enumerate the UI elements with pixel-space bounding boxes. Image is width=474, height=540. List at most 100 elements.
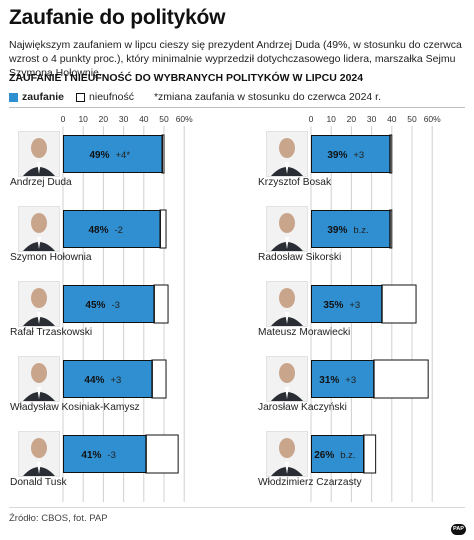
politician-photo: [266, 131, 308, 177]
change-label: b.z.: [353, 225, 368, 236]
tick-label: 60%: [176, 114, 193, 124]
politician-photo: [18, 431, 60, 477]
bar-trust-outline: [63, 435, 147, 473]
bar-trust: [311, 435, 364, 473]
politician-name: Andrzej Duda: [10, 177, 72, 188]
politician-name: Szymon Hołownia: [10, 252, 92, 263]
bar-trust: [311, 210, 390, 248]
politician-photo: [266, 281, 308, 327]
tick-label: 20: [99, 114, 109, 124]
legend-note: *zmiana zaufania w stosunku do czerwca 2…: [153, 91, 382, 103]
divider: [9, 107, 465, 108]
data-label: 26%: [314, 450, 334, 461]
bar-trust-outline: [311, 435, 365, 473]
change-label: -3: [107, 450, 115, 461]
bar-trust: [311, 360, 374, 398]
politician-name: Radosław Sikorski: [258, 252, 342, 263]
bar-trust: [63, 435, 146, 473]
footer-divider: [9, 507, 465, 508]
change-label: +4*: [115, 150, 130, 161]
bar-distrust: [373, 359, 429, 399]
bar-trust: [311, 135, 390, 173]
tick-label: 40: [139, 114, 149, 124]
legend-swatch-distrust: [76, 92, 86, 102]
tick-label: 20: [347, 114, 357, 124]
politician-name: Krzysztof Bosak: [258, 177, 332, 188]
tick-label: 30: [119, 114, 129, 124]
tick-label: 10: [78, 114, 88, 124]
data-label: 44%: [84, 375, 104, 386]
change-label: +3: [110, 375, 121, 386]
subtitle: Największym zaufaniem w lipcu cieszy się…: [9, 39, 462, 79]
bar-trust-outline: [63, 135, 163, 173]
tick-label: 60%: [424, 114, 441, 124]
politician-name: Mateusz Morawiecki: [258, 327, 351, 338]
bar-trust: [63, 210, 160, 248]
politician-name: Jarosław Kaczyński: [258, 402, 347, 413]
tick-label: 0: [309, 114, 314, 124]
page-title: Zaufanie do polityków: [9, 6, 226, 29]
source-note: Źródło: CBOS, fot. PAP: [9, 513, 108, 524]
bar-trust: [63, 135, 162, 173]
politician-photo: [18, 131, 60, 177]
bar-trust-outline: [63, 210, 161, 248]
legend: zaufanie nieufność *zmiana zaufania w st…: [9, 90, 381, 104]
chart-left-svg: 0 10 20 30 40 50 60% 49% +4* 48% -2 45% -3 44% +3 41% -3: [61, 114, 193, 502]
bar-trust: [63, 285, 154, 323]
politician-name: Włodzimierz Czarzasty: [258, 477, 362, 488]
bar-distrust: [151, 359, 167, 399]
bar-trust-outline: [311, 360, 375, 398]
legend-item-trust: zaufanie: [9, 91, 64, 103]
data-label: 31%: [319, 375, 339, 386]
bar-trust-outline: [311, 210, 391, 248]
bar-distrust: [381, 284, 417, 324]
data-label: 49%: [89, 150, 109, 161]
change-label: +3: [345, 375, 356, 386]
data-label: 39%: [327, 225, 347, 236]
legend-label-trust: zaufanie: [22, 91, 65, 103]
tick-label: 0: [61, 114, 66, 124]
tick-label: 50: [407, 114, 417, 124]
bar-trust-outline: [63, 360, 153, 398]
data-label: 48%: [88, 225, 108, 236]
section-title: ZAUFANIE I NIEUFNOŚĆ DO WYBRANYCH POLITY…: [9, 72, 364, 84]
bar-trust-outline: [311, 285, 383, 323]
change-label: b.z.: [340, 450, 355, 461]
tick-label: 10: [326, 114, 336, 124]
politician-photo: [18, 356, 60, 402]
change-label: +3: [353, 150, 364, 161]
legend-item-distrust: nieufność: [76, 91, 134, 103]
change-label: -2: [114, 225, 122, 236]
data-label: 39%: [327, 150, 347, 161]
change-label: -3: [111, 300, 119, 311]
change-label: +3: [349, 300, 360, 311]
bar-trust-outline: [311, 135, 391, 173]
politician-name: Donald Tusk: [10, 477, 67, 488]
legend-label-distrust: nieufność: [89, 91, 134, 103]
chart-right: 0 10 20 30 40 50 60% 39% +3 39% b.z. 35% +3 31% +3 26% b…: [254, 112, 474, 502]
politician-photo: [18, 206, 60, 252]
legend-swatch-trust: [9, 92, 18, 102]
bar-distrust: [145, 434, 179, 474]
bar-distrust: [363, 434, 377, 474]
data-label: 41%: [81, 450, 101, 461]
politician-photo: [266, 356, 308, 402]
data-label: 35%: [323, 300, 343, 311]
chart-left: 0 10 20 30 40 50 60% 49% +4* 48% -2 45% -3 44% +3 41% -3…: [6, 112, 231, 502]
politician-name: Rafał Trzaskowski: [10, 327, 93, 338]
politician-photo: [266, 206, 308, 252]
bar-distrust: [153, 284, 169, 324]
data-label: 45%: [85, 300, 105, 311]
tick-label: 40: [387, 114, 397, 124]
tick-label: 50: [159, 114, 169, 124]
bar-trust: [311, 285, 382, 323]
politician-photo: [18, 281, 60, 327]
bar-trust-outline: [63, 285, 155, 323]
pap-logo: PAP: [451, 524, 466, 535]
politician-photo: [266, 431, 308, 477]
politician-name: Władysław Kosiniak-Kamysz: [10, 402, 140, 413]
tick-label: 30: [367, 114, 377, 124]
bar-trust: [63, 360, 152, 398]
chart-right-svg: 0 10 20 30 40 50 60% 39% +3 39% b.z. 35% +3 31% +3 26% b…: [309, 114, 441, 502]
bar-distrust: [161, 134, 165, 174]
